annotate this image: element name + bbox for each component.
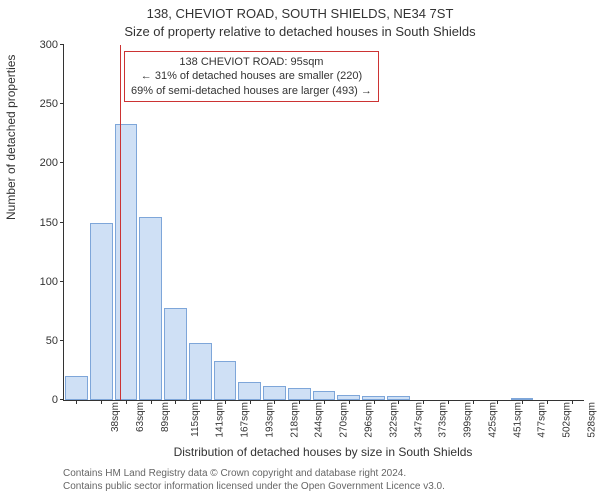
chart-title-line1: 138, CHEVIOT ROAD, SOUTH SHIELDS, NE34 7… bbox=[0, 6, 600, 21]
x-tick-label: 244sqm bbox=[314, 402, 325, 438]
x-tick-mark bbox=[250, 400, 251, 404]
x-tick-label: 477sqm bbox=[537, 402, 548, 438]
x-tick-label: 528sqm bbox=[586, 402, 597, 438]
plot-area: 138 CHEVIOT ROAD: 95sqm ← 31% of detache… bbox=[63, 45, 584, 401]
x-tick-label: 451sqm bbox=[512, 402, 523, 438]
footer-line1: Contains HM Land Registry data © Crown c… bbox=[63, 468, 583, 481]
x-tick-mark bbox=[497, 400, 498, 404]
y-tick-mark bbox=[60, 222, 64, 223]
y-tick-label: 250 bbox=[40, 98, 58, 110]
x-tick-label: 322sqm bbox=[388, 402, 399, 438]
x-tick-mark bbox=[473, 400, 474, 404]
y-axis-label: Number of detached properties bbox=[4, 55, 18, 220]
x-tick-mark bbox=[200, 400, 201, 404]
x-tick-mark bbox=[324, 400, 325, 404]
footer-attribution: Contains HM Land Registry data © Crown c… bbox=[63, 468, 583, 493]
x-tick-mark bbox=[101, 400, 102, 404]
x-tick-mark bbox=[299, 400, 300, 404]
bar bbox=[115, 124, 138, 400]
x-tick-mark bbox=[349, 400, 350, 404]
bar bbox=[214, 361, 237, 400]
x-tick-mark bbox=[151, 400, 152, 404]
callout-line2: ← 31% of detached houses are smaller (22… bbox=[131, 69, 372, 83]
y-tick-label: 200 bbox=[40, 157, 58, 169]
x-tick-mark bbox=[274, 400, 275, 404]
x-tick-label: 373sqm bbox=[438, 402, 449, 438]
x-tick-mark bbox=[175, 400, 176, 404]
y-tick-mark bbox=[60, 103, 64, 104]
x-tick-label: 63sqm bbox=[135, 402, 146, 432]
x-tick-label: 347sqm bbox=[413, 402, 424, 438]
chart-container: 138, CHEVIOT ROAD, SOUTH SHIELDS, NE34 7… bbox=[0, 0, 600, 500]
bar bbox=[65, 376, 88, 400]
bar bbox=[288, 388, 311, 400]
x-tick-label: 89sqm bbox=[160, 402, 171, 432]
chart-title-line2: Size of property relative to detached ho… bbox=[0, 24, 600, 39]
x-tick-label: 115sqm bbox=[190, 402, 201, 437]
y-tick-mark bbox=[60, 399, 64, 400]
x-tick-mark bbox=[76, 400, 77, 404]
y-tick-label: 50 bbox=[46, 335, 58, 347]
x-tick-label: 270sqm bbox=[339, 402, 350, 438]
callout-box: 138 CHEVIOT ROAD: 95sqm ← 31% of detache… bbox=[124, 51, 379, 102]
bar bbox=[90, 223, 113, 401]
y-tick-label: 100 bbox=[40, 276, 58, 288]
y-tick-mark bbox=[60, 281, 64, 282]
x-tick-label: 399sqm bbox=[463, 402, 474, 438]
x-tick-mark bbox=[448, 400, 449, 404]
bar bbox=[238, 382, 261, 400]
marker-line bbox=[120, 45, 122, 400]
callout-line1: 138 CHEVIOT ROAD: 95sqm bbox=[131, 55, 372, 69]
x-tick-label: 218sqm bbox=[289, 402, 300, 438]
y-tick-mark bbox=[60, 44, 64, 45]
bar bbox=[263, 386, 286, 400]
x-tick-mark bbox=[374, 400, 375, 404]
x-tick-mark bbox=[225, 400, 226, 404]
x-tick-mark bbox=[547, 400, 548, 404]
bar bbox=[313, 391, 336, 400]
y-tick-mark bbox=[60, 162, 64, 163]
callout-line3: 69% of semi-detached houses are larger (… bbox=[131, 84, 372, 98]
x-axis-label: Distribution of detached houses by size … bbox=[63, 445, 583, 459]
x-tick-mark bbox=[126, 400, 127, 404]
x-tick-label: 296sqm bbox=[364, 402, 375, 438]
footer-line2: Contains public sector information licen… bbox=[63, 481, 583, 494]
x-tick-label: 425sqm bbox=[487, 402, 498, 438]
x-tick-mark bbox=[572, 400, 573, 404]
x-tick-label: 193sqm bbox=[265, 402, 276, 438]
x-tick-mark bbox=[398, 400, 399, 404]
x-tick-label: 38sqm bbox=[110, 402, 121, 432]
y-tick-label: 300 bbox=[40, 39, 58, 51]
x-tick-label: 141sqm bbox=[215, 402, 226, 438]
x-tick-label: 167sqm bbox=[240, 402, 251, 438]
bar bbox=[164, 308, 187, 400]
x-tick-mark bbox=[522, 400, 523, 404]
y-tick-label: 0 bbox=[52, 394, 58, 406]
x-tick-label: 502sqm bbox=[562, 402, 573, 438]
y-tick-label: 150 bbox=[40, 217, 58, 229]
x-tick-mark bbox=[423, 400, 424, 404]
y-tick-mark bbox=[60, 340, 64, 341]
bar bbox=[189, 343, 212, 400]
bar bbox=[139, 217, 162, 400]
